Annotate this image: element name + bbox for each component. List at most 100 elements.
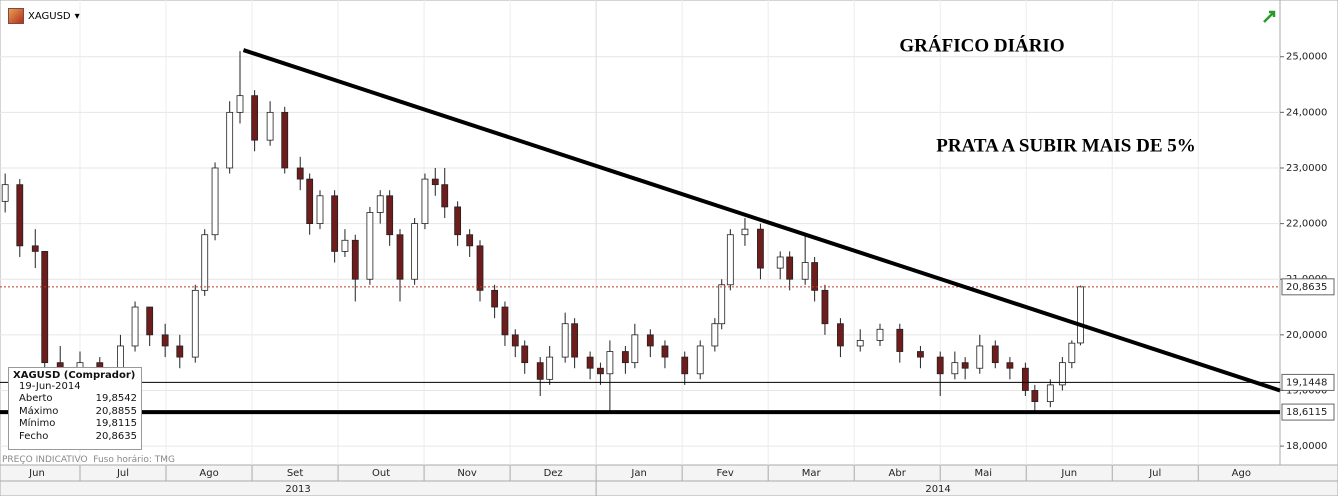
y-tick-label: 19,0000 <box>1286 385 1327 396</box>
level-label: 20,8635 <box>1286 282 1327 293</box>
candle-body <box>951 362 959 375</box>
candle-body <box>536 362 544 380</box>
x-tick-label: Ago <box>199 468 218 479</box>
y-tick-label: 22,0000 <box>1286 219 1327 230</box>
trend-icon[interactable] <box>1263 10 1276 23</box>
candle-body <box>621 351 629 364</box>
y-tick-label: 24,0000 <box>1286 107 1327 118</box>
candle-body <box>41 251 49 364</box>
candle-body <box>597 367 604 375</box>
info-value: 19,8115 <box>95 418 137 430</box>
candle-body <box>351 239 359 280</box>
plot-area <box>0 0 1281 466</box>
footer-note: PREÇO INDICATIVO <box>2 455 88 465</box>
candle-body <box>366 212 374 280</box>
candle-body <box>856 340 864 347</box>
candle-body <box>961 362 969 369</box>
candle-body <box>176 345 184 358</box>
candle-body <box>776 256 784 269</box>
candle-body <box>476 245 484 291</box>
x-tick-label: Fev <box>717 468 734 479</box>
candle-body <box>546 356 554 380</box>
x-tick-label: Set <box>287 468 304 479</box>
x-tick-label: Jan <box>630 468 646 479</box>
candle-body <box>681 356 689 375</box>
candle-body <box>131 306 139 347</box>
x-tick-label: Jun <box>1060 468 1077 479</box>
candle-body <box>718 284 726 325</box>
info-date-text: 19-Jun-2014 <box>19 381 81 392</box>
candle-body <box>631 334 639 364</box>
candle-body <box>501 306 509 336</box>
candle-body <box>1058 362 1066 386</box>
annotation: PRATA A SUBIR MAIS DE 5% <box>936 135 1196 156</box>
year-label: 2014 <box>925 484 950 495</box>
candle-body <box>1021 367 1029 391</box>
y-tick-label: 25,0000 <box>1286 52 1327 63</box>
candle-body <box>306 178 314 225</box>
year-label: 2013 <box>285 484 310 495</box>
symbol-selector[interactable]: XAGUSD ▾ <box>8 8 80 24</box>
candle-body <box>1031 390 1039 402</box>
footer-note: Fuso horário: TMG <box>93 455 175 465</box>
x-tick-label: Jul <box>116 468 129 479</box>
x-tick-label: Jul <box>1148 468 1161 479</box>
info-row: Mínimo 19,8115 <box>13 418 137 430</box>
info-label: Aberto <box>19 393 53 405</box>
candle-body <box>411 223 419 280</box>
candle-body <box>431 178 439 186</box>
candle-body <box>341 239 349 252</box>
candle-body <box>1006 362 1014 369</box>
x-tick-label: Mai <box>974 468 992 479</box>
candle-body <box>586 356 594 369</box>
candle-body <box>741 228 749 236</box>
x-tick-label: Jun <box>28 468 45 479</box>
candle-body <box>281 111 289 169</box>
candle-body <box>991 345 999 364</box>
candle-body <box>917 351 924 358</box>
y-tick-label: 18,0000 <box>1286 441 1327 452</box>
candle-body <box>396 234 404 280</box>
candle-body <box>441 184 449 208</box>
x-tick-label: Nov <box>457 468 477 479</box>
candle-body <box>571 323 579 358</box>
level-label-box <box>1281 373 1335 391</box>
level-label-box <box>1281 278 1335 296</box>
candle-body <box>1068 342 1076 364</box>
footer: PREÇO INDICATIVO Fuso horário: TMG <box>2 455 175 465</box>
candle-body <box>511 334 519 347</box>
info-label: Fecho <box>19 430 49 442</box>
x-tick-label: Ago <box>1232 468 1251 479</box>
info-label: Máximo <box>19 405 59 417</box>
candle-body <box>466 234 474 247</box>
candle-body <box>226 111 234 169</box>
symbol: XAGUSD <box>28 10 71 22</box>
candle-body <box>936 356 944 375</box>
candle-body <box>201 234 209 291</box>
dropdown-arrow: ▾ <box>74 10 80 22</box>
candle-body <box>16 184 24 247</box>
candle-body <box>191 289 199 358</box>
info-row: Fecho 20,8635 <box>13 431 137 443</box>
info-rows: Aberto 19,8542 Máximo 20,8855 Mínimo 19,8115 F… <box>13 393 137 443</box>
candle-body <box>491 289 499 308</box>
candle-body <box>146 306 154 336</box>
x-tick-label: Mar <box>802 468 822 479</box>
candle-body <box>1077 286 1084 344</box>
candle-body <box>1 184 9 202</box>
candle-body <box>821 289 829 325</box>
x-tick-label: Dez <box>544 468 563 479</box>
candle-body <box>896 328 904 352</box>
candle-body <box>646 334 654 347</box>
info-row: Aberto 19,8542 <box>13 393 137 405</box>
x-tick-label: Out <box>372 468 390 479</box>
info-value: 19,8542 <box>95 393 137 405</box>
candle-body <box>661 345 669 358</box>
candle-body <box>31 245 39 252</box>
candle-body <box>331 195 339 252</box>
candle-body <box>161 334 169 347</box>
candle-body <box>421 178 429 225</box>
candle-body <box>561 323 569 358</box>
